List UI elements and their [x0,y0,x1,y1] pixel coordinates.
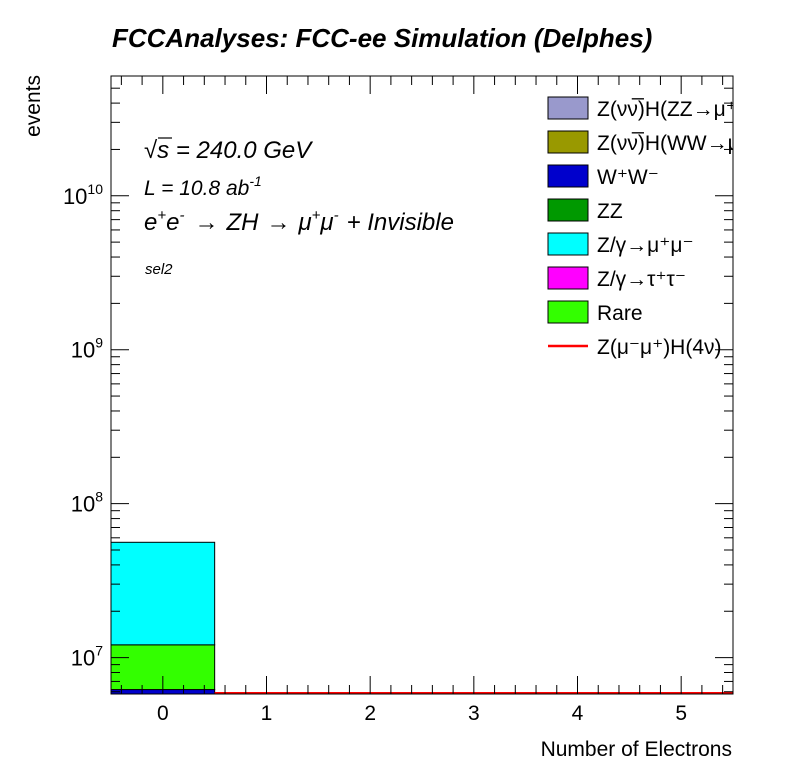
y-tick-label: 1010 [63,181,103,209]
chart-title: FCCAnalyses: FCC-ee Simulation (Delphes) [112,23,652,53]
x-tick-labels: 0 1 2 3 4 5 [157,702,687,725]
plot-frame [110,75,734,695]
bars-group [110,541,216,695]
x-tick-label: 0 [157,702,169,725]
axis-ticks [111,75,733,694]
legend-label: W⁺W⁻ [597,166,659,189]
x-tick-label: 2 [364,702,376,725]
legend-label: Z/γ→μ⁺μ⁻ [597,234,694,257]
bar-Z/γ→μ⁺μ⁻ [110,541,216,646]
legend-label: Z(νν̅)H(WW→μ⁺νμ⁻ν) [597,132,796,155]
x-tick-label: 4 [572,702,584,725]
annotation-lumi: L = 10.8 ab-1 [144,173,262,200]
y-tick-labels: 107 108 109 1010 [63,181,103,671]
x-axis-title: Number of Electrons [541,738,732,761]
annotations: √s = 240.0 GeV L = 10.8 ab-1 e+e- → ZH → μ+μ… [144,137,454,278]
annotation-sqrt-s: √s = 240.0 GeV [144,137,313,164]
x-tick-label: 1 [261,702,273,725]
legend: Z(νν̅)H(ZZ→μ⁺μ⁻ν⁺ν⁻) Z(νν̅)H(WW→μ⁺νμ⁻ν) W⁺… [547,96,796,359]
annotation-selection: sel2 [145,261,173,278]
y-tick-label: 108 [71,489,103,517]
legend-swatch [547,198,589,222]
legend-swatch [547,96,589,120]
legend-swatch [547,300,589,324]
legend-label: Z(νν̅)H(ZZ→μ⁺μ⁻ν⁺ν⁻) [597,98,796,121]
x-tick-label: 5 [675,702,687,725]
legend-swatch [547,232,589,256]
legend-swatch [547,130,589,154]
legend-label: Z/γ→τ⁺τ⁻ [597,268,686,291]
legend-label: Rare [597,302,643,325]
x-tick-label: 3 [468,702,480,725]
legend-label: ZZ [597,200,623,223]
y-tick-label: 107 [71,643,103,671]
legend-swatch [547,266,589,290]
y-tick-label: 109 [71,335,103,363]
legend-label: Z(μ⁻μ⁺)H(4ν) [597,336,722,359]
y-axis-title: events [22,75,45,137]
legend-swatch [547,164,589,188]
annotation-process: e+e- → ZH → μ+μ- + Invisible [144,207,454,236]
